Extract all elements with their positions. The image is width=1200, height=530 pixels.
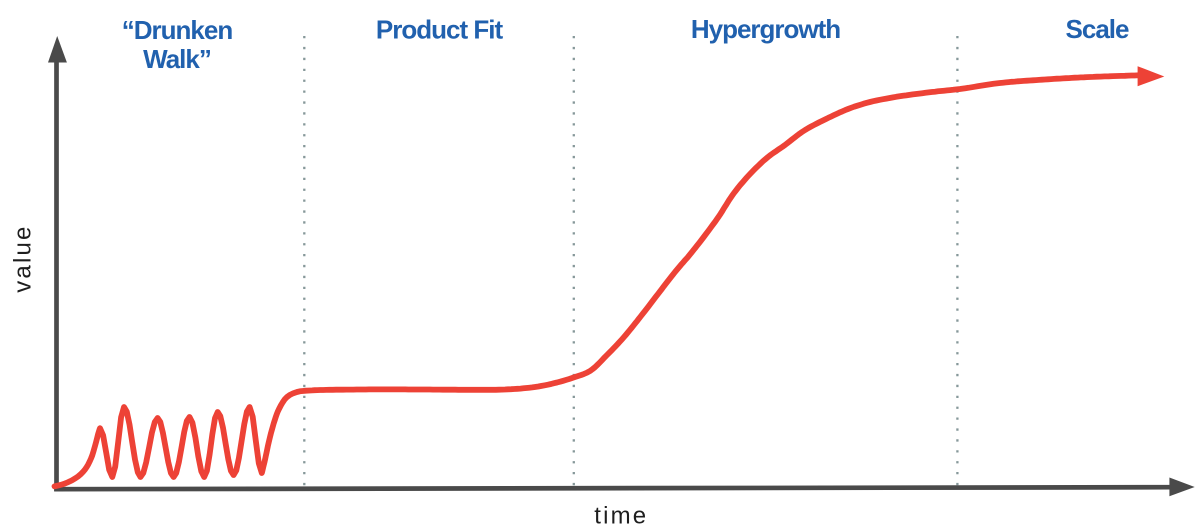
svg-text:time: time [594,502,648,529]
svg-text:Walk”: Walk” [143,44,211,74]
svg-text:value: value [10,224,37,292]
svg-text:“Drunken: “Drunken [122,15,233,45]
svg-text:Scale: Scale [1066,14,1129,44]
svg-text:Hypergrowth: Hypergrowth [691,14,840,44]
svg-text:Product Fit: Product Fit [376,14,504,44]
